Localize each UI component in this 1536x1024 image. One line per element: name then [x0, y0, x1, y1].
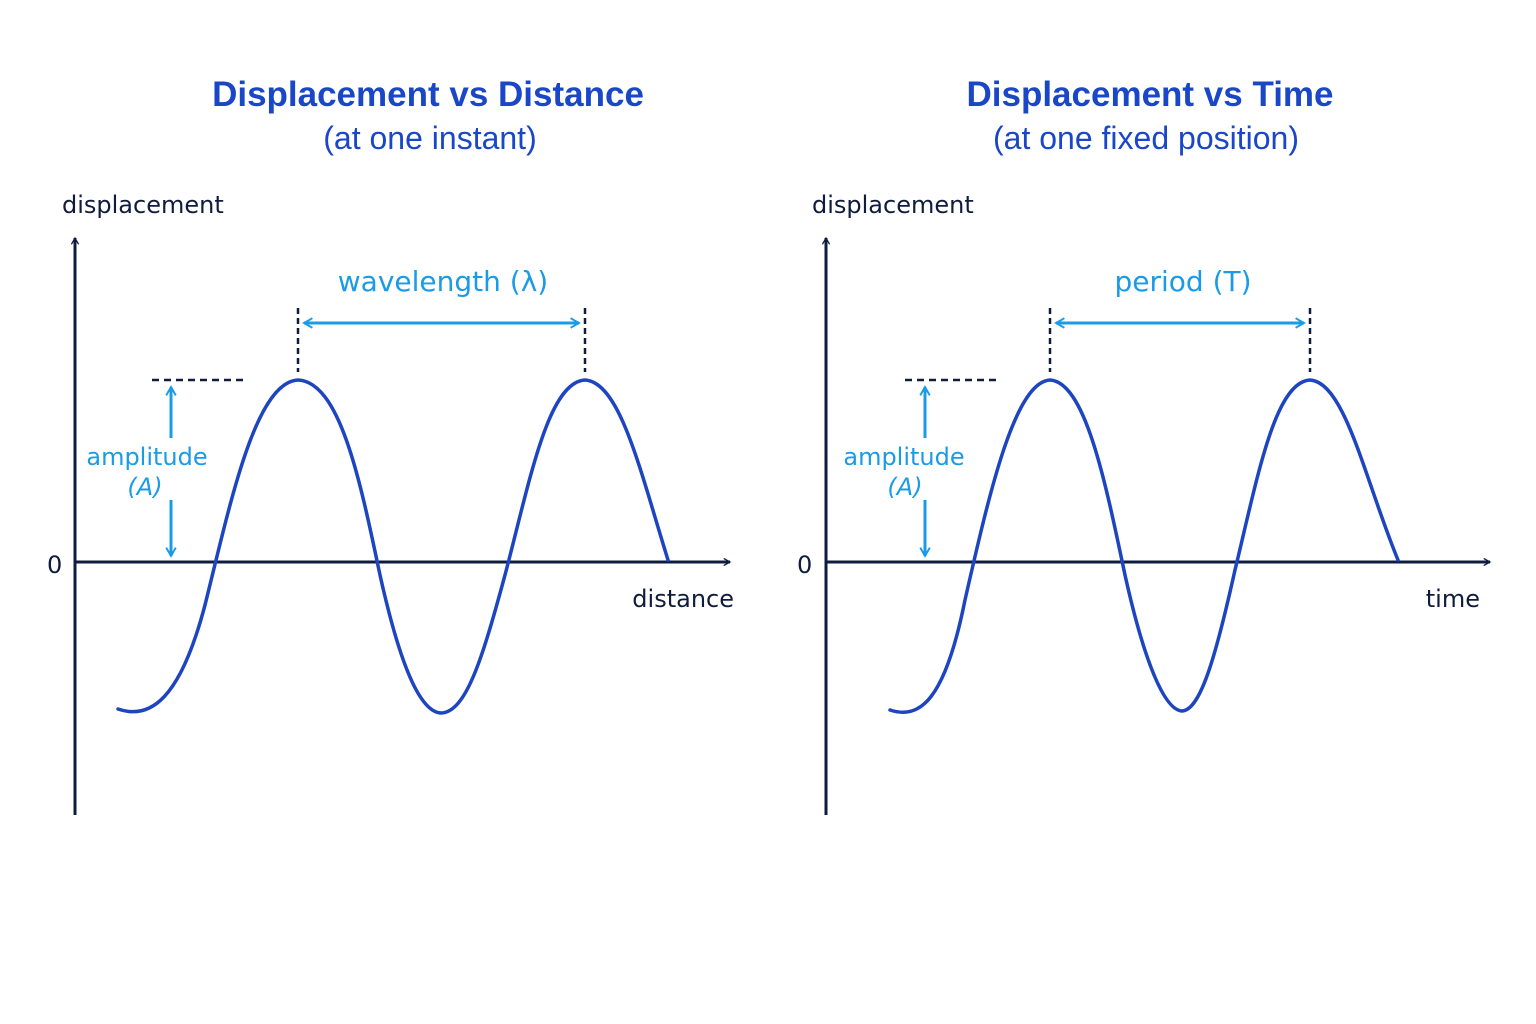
x-axis-label: time	[1426, 585, 1480, 613]
sine-wave	[116, 378, 670, 715]
panel-subtitle: (at one instant)	[323, 120, 536, 156]
y-axis-label: displacement	[62, 191, 224, 219]
amplitude-label: amplitude	[843, 443, 964, 471]
wavelength-label: wavelength (λ)	[338, 265, 548, 298]
origin-label: 0	[47, 551, 62, 579]
origin-label: 0	[797, 551, 812, 579]
amplitude-symbol: (A)	[887, 473, 922, 501]
panel-title: Displacement vs Time	[966, 75, 1333, 114]
panel-title: Displacement vs Distance	[212, 75, 644, 114]
period-label: period (T)	[1114, 265, 1251, 298]
panel-subtitle: (at one fixed position)	[993, 120, 1299, 156]
panel-time: Displacement vs Time (at one fixed posit…	[797, 75, 1492, 815]
x-axis-label: distance	[632, 585, 734, 613]
y-axis-label: displacement	[812, 191, 974, 219]
panel-distance: Displacement vs Distance (at one instant…	[47, 75, 734, 815]
amplitude-label: amplitude	[86, 443, 207, 471]
amplitude-symbol: (A)	[127, 473, 162, 501]
sine-wave	[888, 378, 1400, 715]
